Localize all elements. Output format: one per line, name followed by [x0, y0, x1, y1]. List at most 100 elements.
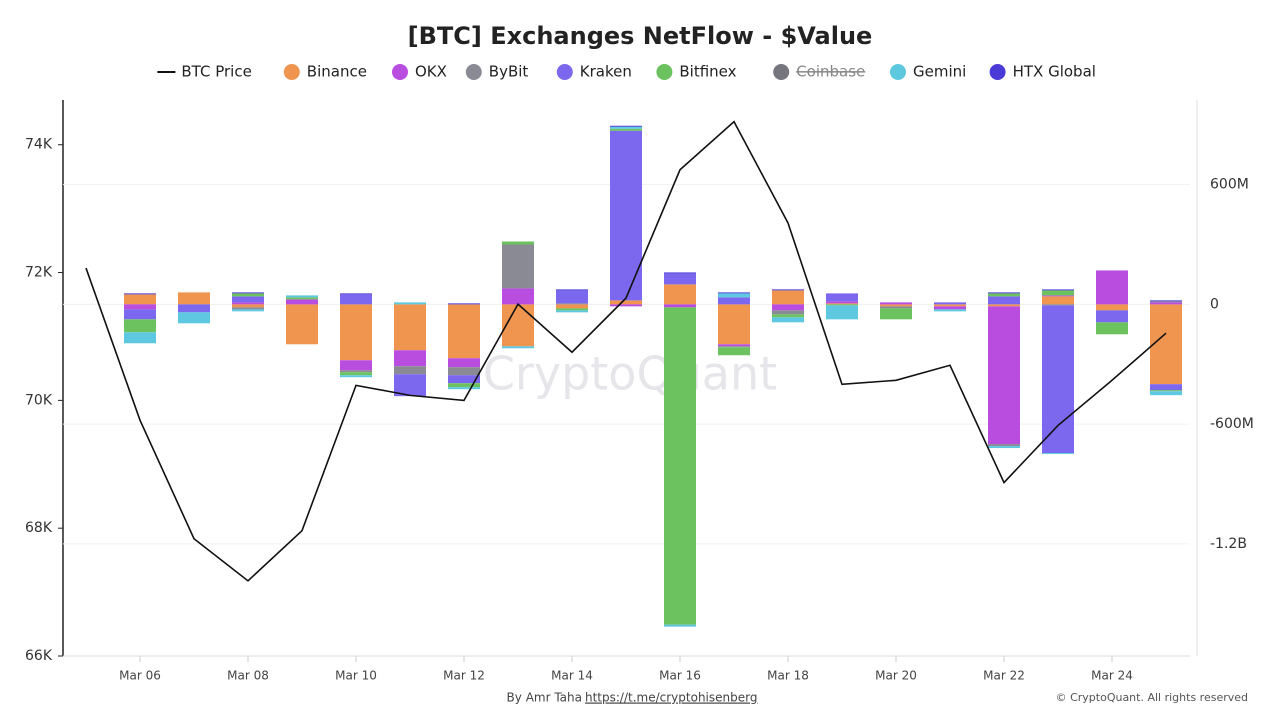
bar-segment — [1042, 453, 1074, 455]
bar-segment — [178, 312, 210, 324]
legend-label[interactable]: BTC Price — [181, 63, 251, 81]
y2-tick-label: -600M — [1210, 416, 1254, 432]
bar-segment — [934, 302, 966, 305]
bar-segment — [988, 296, 1020, 305]
bar-segment — [718, 292, 750, 294]
legend-label[interactable]: ByBit — [489, 63, 529, 81]
legend-label[interactable]: Bitfinex — [679, 63, 736, 81]
bar-segment — [448, 375, 480, 384]
bar-segment — [124, 304, 156, 310]
legend-swatch — [283, 64, 300, 80]
bar-segment — [826, 301, 858, 304]
y-tick-label: 68K — [25, 520, 53, 536]
legend-label[interactable]: OKX — [415, 63, 447, 81]
bar-segment — [232, 293, 264, 297]
legend-swatch — [392, 64, 408, 80]
legend-swatch — [890, 64, 906, 80]
bar-segment — [988, 292, 1020, 294]
bar-segment — [556, 303, 588, 305]
bar-segment — [1042, 304, 1074, 306]
bar-segment — [880, 304, 912, 307]
bar-segment — [988, 444, 1020, 447]
bar-segment — [232, 302, 264, 305]
bar-segment — [664, 273, 696, 285]
bar-segment — [124, 332, 156, 344]
bar-segment — [286, 295, 318, 298]
bar-segment — [556, 289, 588, 291]
bar-segment — [448, 367, 480, 376]
bar-segment — [1150, 300, 1182, 302]
x-tick-label: Mar 08 — [227, 669, 269, 683]
bar-segment — [340, 293, 372, 295]
bar-segment — [124, 294, 156, 305]
bar-segment — [124, 319, 156, 333]
x-tick-label: Mar 14 — [551, 669, 593, 683]
bar-segment — [340, 360, 372, 371]
bar-segment — [718, 297, 750, 305]
x-tick-label: Mar 22 — [983, 669, 1025, 683]
bar-segment — [1096, 322, 1128, 335]
bar-segment — [1042, 305, 1074, 454]
bar-segment — [502, 241, 534, 245]
bar-segment — [772, 290, 804, 305]
bar-segment — [340, 372, 372, 376]
credit-link[interactable]: https://t.me/cryptohisenberg — [585, 691, 757, 705]
legend-label[interactable]: Binance — [307, 63, 367, 81]
bar-segment — [772, 314, 804, 318]
bar-segment — [1150, 304, 1182, 385]
bar-segment — [286, 299, 318, 305]
legend-label[interactable]: Kraken — [580, 63, 632, 81]
bar-segment — [772, 304, 804, 311]
bar-segment — [610, 126, 642, 129]
bar-segment — [934, 306, 966, 310]
bar-segment — [826, 303, 858, 305]
bar-segment — [1150, 384, 1182, 391]
bar-segment — [772, 317, 804, 323]
bar-segment — [232, 304, 264, 308]
bar-segment — [718, 347, 750, 356]
bar-segment — [1042, 289, 1074, 291]
y2-tick-label: 0 — [1210, 296, 1219, 312]
legend-label[interactable]: HTX Global — [1013, 63, 1096, 81]
x-tick-label: Mar 24 — [1091, 669, 1133, 683]
bar-segment — [556, 290, 588, 304]
bar-segment — [880, 308, 912, 320]
bar-segment — [340, 304, 372, 361]
bar-segment — [556, 308, 588, 311]
bar-segment — [826, 293, 858, 302]
bar-segment — [502, 288, 534, 305]
bar-segment — [1150, 302, 1182, 305]
bar-segment — [1042, 296, 1074, 305]
bar-segment — [1150, 301, 1182, 303]
bar-segment — [610, 125, 642, 127]
price-line — [85, 120, 1167, 582]
bar-segment — [232, 309, 264, 312]
bar-segment — [772, 289, 804, 291]
bar-segment — [1096, 310, 1128, 323]
bar-segment — [394, 366, 426, 375]
legend-swatch — [656, 64, 673, 80]
bar-segment — [988, 304, 1020, 307]
bar-segment — [988, 446, 1020, 449]
bar-segment — [448, 358, 480, 368]
bar-segment — [664, 304, 696, 308]
bar-segment — [610, 130, 642, 301]
bar-segment — [178, 304, 210, 313]
bar-segment — [178, 292, 210, 305]
bar-segment — [610, 304, 642, 307]
legend-swatch — [465, 64, 482, 80]
bar-segment — [394, 374, 426, 397]
legend-label[interactable]: Gemini — [913, 63, 966, 81]
bar-segment — [772, 310, 804, 315]
bar-segment — [1042, 290, 1074, 296]
bar-segment — [502, 244, 534, 289]
watermark: CryptoQuant — [483, 347, 777, 401]
bar-segment — [610, 128, 642, 131]
bar-segment — [232, 296, 264, 303]
copyright: © CryptoQuant. All rights reserved — [1056, 691, 1248, 704]
bar-segment — [232, 307, 264, 310]
bar-segment — [448, 383, 480, 388]
y-tick-label: 70K — [25, 392, 53, 408]
legend-label[interactable]: Coinbase — [796, 63, 865, 81]
